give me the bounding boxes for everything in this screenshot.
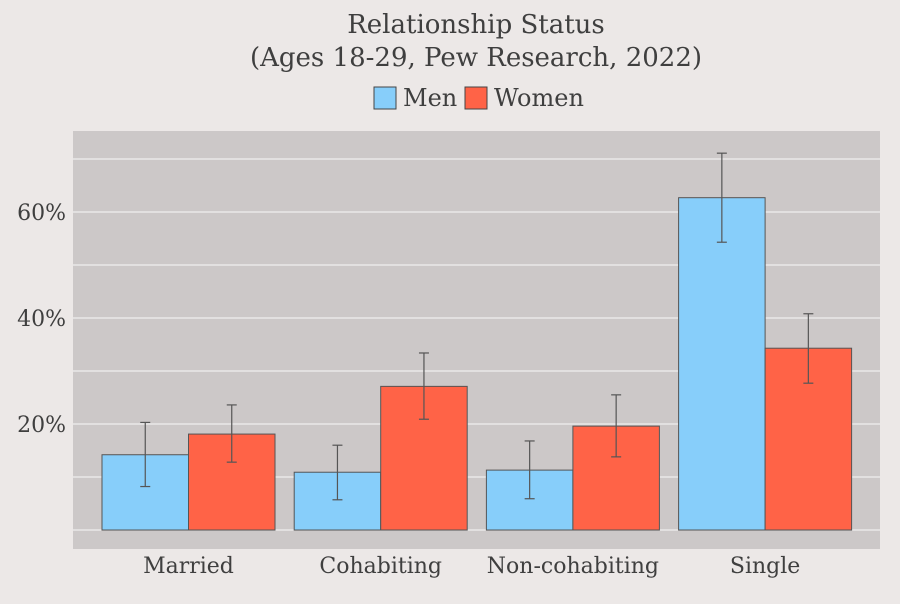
legend-swatch-women (465, 87, 487, 109)
legend: Men Women (374, 84, 584, 112)
x-tick-label-single: Single (730, 554, 800, 579)
x-axis-tick-labels: Married Cohabiting Non-cohabiting Single (143, 554, 800, 579)
y-axis-tick-labels: 20% 40% 60% (17, 201, 66, 438)
chart-title: Relationship Status (347, 10, 605, 40)
y-tick-label: 40% (17, 307, 66, 332)
x-tick-label-cohabiting: Cohabiting (319, 554, 442, 579)
legend-label-women: Women (494, 84, 584, 112)
x-tick-label-married: Married (143, 554, 234, 579)
legend-label-men: Men (403, 84, 457, 112)
bar-men-single (679, 198, 766, 530)
x-tick-label-non-cohabiting: Non-cohabiting (487, 554, 659, 579)
legend-swatch-men (374, 87, 396, 109)
chart-subtitle: (Ages 18-29, Pew Research, 2022) (250, 43, 702, 73)
y-tick-label: 60% (17, 201, 66, 226)
y-tick-label: 20% (17, 413, 66, 438)
